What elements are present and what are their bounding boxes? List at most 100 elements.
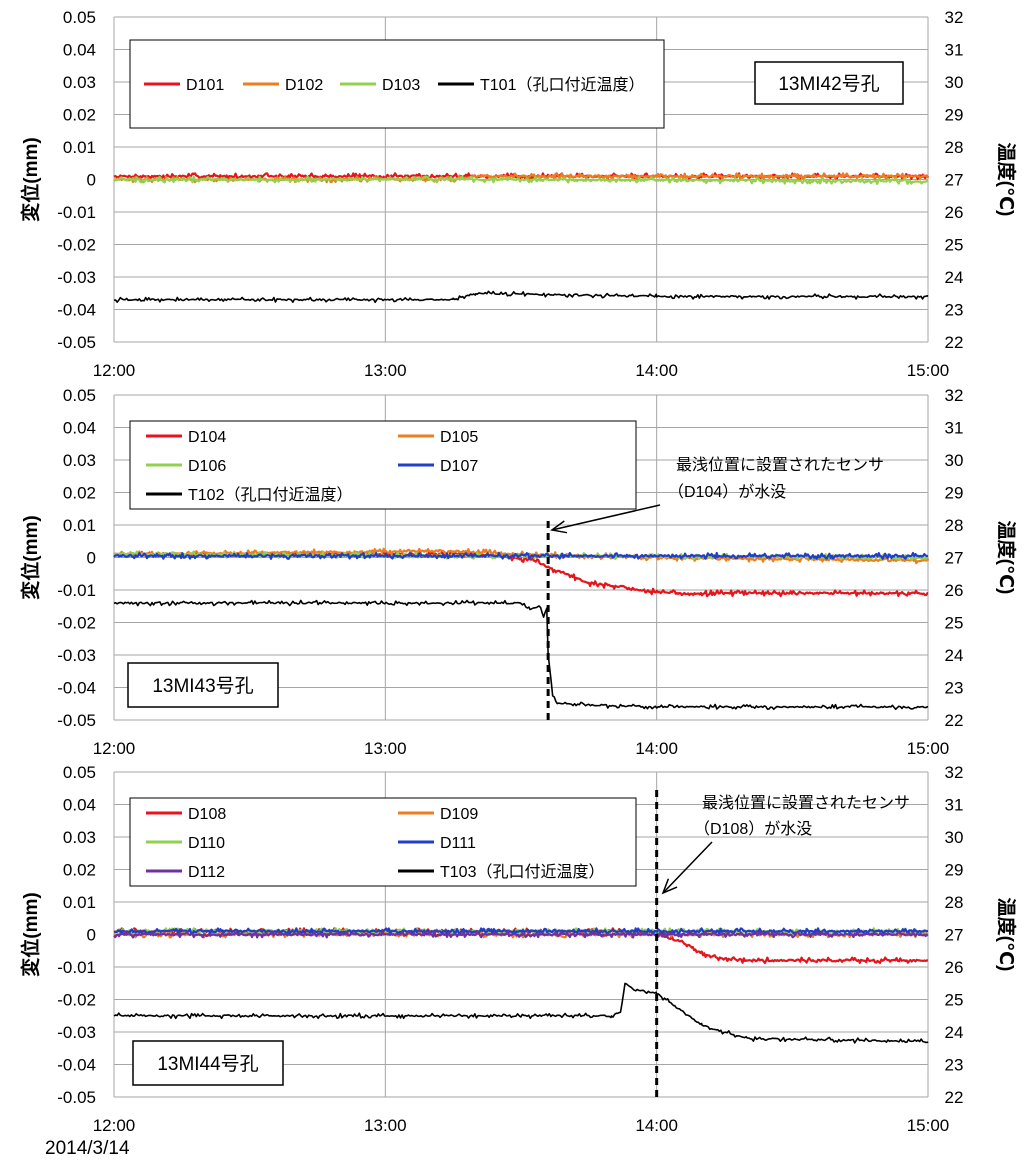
series-line-t103 — [113, 982, 929, 1044]
annotation-arrowhead — [550, 520, 568, 534]
y-tick-label: 0 — [87, 926, 96, 945]
y2-axis-label: 温度(℃) — [995, 143, 1018, 217]
y-tick-label: 0.01 — [63, 893, 96, 912]
annotation-arrowhead — [661, 878, 678, 895]
y-tick-label: 0.04 — [63, 41, 96, 60]
y-tick-label: -0.01 — [57, 958, 96, 977]
y2-tick-label: 25 — [945, 614, 964, 633]
y-tick-label: -0.03 — [57, 268, 96, 287]
x-tick-label: 12:00 — [93, 739, 136, 758]
annotation-text: 最浅位置に設置されたセンサ — [702, 794, 910, 812]
legend-box — [129, 39, 665, 129]
x-tick-label: 13:00 — [364, 361, 407, 380]
series-line-t101 — [113, 290, 929, 304]
legend-label: D112 — [188, 864, 225, 881]
y2-tick-label: 27 — [945, 549, 964, 568]
annotation-text: 最浅位置に設置されたセンサ — [676, 456, 884, 474]
y-tick-label: -0.04 — [57, 1056, 96, 1075]
borehole-title-box — [754, 61, 904, 105]
y2-axis-label: 温度(℃) — [995, 898, 1018, 972]
y-tick-label: -0.03 — [57, 1023, 96, 1042]
y-axis-label: 変位(mm) — [19, 137, 42, 221]
y2-tick-label: 29 — [945, 106, 964, 125]
series-line-d107 — [113, 551, 929, 560]
x-tick-label: 14:00 — [635, 739, 678, 758]
y2-tick-label: 26 — [945, 958, 964, 977]
legend-label: D102 — [285, 77, 323, 94]
y-tick-label: 0.04 — [63, 419, 96, 438]
y-tick-label: -0.01 — [57, 581, 96, 600]
annotation-text: （D108）が水没 — [694, 820, 812, 838]
x-tick-label: 15:00 — [907, 1116, 950, 1135]
y2-tick-label: 25 — [945, 236, 964, 255]
legend-label: D109 — [440, 806, 478, 823]
borehole-title: 13MI44号孔 — [157, 1053, 258, 1075]
legend-label: D111 — [440, 835, 476, 852]
y-tick-label: -0.05 — [57, 1088, 96, 1107]
y-tick-label: -0.04 — [57, 679, 96, 698]
y2-tick-label: 22 — [945, 1088, 964, 1107]
y2-tick-label: 26 — [945, 203, 964, 222]
y-axis-label: 変位(mm) — [19, 515, 42, 599]
y-tick-label: 0.02 — [63, 106, 96, 125]
x-tick-label: 15:00 — [907, 361, 950, 380]
legend-label: D104 — [188, 429, 226, 446]
y2-tick-label: 22 — [945, 333, 964, 352]
y-tick-label: 0.05 — [63, 386, 96, 405]
x-tick-label: 13:00 — [364, 739, 407, 758]
y-tick-label: -0.02 — [57, 236, 96, 255]
legend-label: D105 — [440, 429, 478, 446]
y-tick-label: 0.03 — [63, 73, 96, 92]
legend-label: D106 — [188, 458, 226, 475]
y-tick-label: 0.01 — [63, 138, 96, 157]
legend-box — [129, 797, 637, 887]
y2-tick-label: 32 — [945, 8, 964, 27]
y2-tick-label: 25 — [945, 991, 964, 1010]
y2-tick-label: 28 — [945, 516, 964, 535]
series-line-d111 — [113, 927, 929, 936]
borehole-title-box — [132, 1040, 284, 1086]
x-tick-label: 12:00 — [93, 1116, 136, 1135]
y2-tick-label: 28 — [945, 138, 964, 157]
borehole-title: 13MI43号孔 — [152, 675, 253, 697]
y2-tick-label: 24 — [945, 646, 964, 665]
y2-tick-label: 29 — [945, 861, 964, 880]
y2-tick-label: 24 — [945, 268, 964, 287]
chart-panel-1: 0.05 0.04 0.03 0.02 0.01 0 -0.01 -0.02 -0.03 -0.0… — [19, 8, 1018, 380]
y2-tick-label: 23 — [945, 679, 964, 698]
legend-label: D101 — [186, 77, 224, 94]
y-tick-label: 0.03 — [63, 451, 96, 470]
series-line-d105 — [113, 547, 930, 565]
x-tick-label: 15:00 — [907, 739, 950, 758]
x-tick-label: 12:00 — [93, 361, 136, 380]
borehole-title-box — [127, 662, 279, 708]
y2-tick-label: 31 — [945, 41, 964, 60]
y-tick-label: 0.02 — [63, 484, 96, 503]
y2-tick-label: 23 — [945, 301, 964, 320]
y-tick-label: 0.02 — [63, 861, 96, 880]
legend-label: T102（孔口付近温度） — [188, 486, 352, 504]
legend-box — [129, 420, 637, 510]
y2-tick-label: 23 — [945, 1056, 964, 1075]
y-tick-label: -0.02 — [57, 991, 96, 1010]
legend-label: D110 — [188, 835, 225, 852]
y2-tick-label: 30 — [945, 451, 964, 470]
footer-date: 2014/3/14 — [45, 1138, 130, 1159]
series-line-d103 — [113, 175, 929, 185]
chart-panel-2: 0.05 0.04 0.03 0.02 0.01 0 -0.01 -0.02 -0.03 -0.0… — [19, 386, 1018, 758]
legend-label: D108 — [188, 806, 226, 823]
y-tick-label: 0.04 — [63, 796, 96, 815]
y-tick-label: -0.04 — [57, 301, 96, 320]
y-tick-label: -0.05 — [57, 711, 96, 730]
y2-tick-label: 32 — [945, 763, 964, 782]
legend-label: T103（孔口付近温度） — [440, 863, 604, 881]
y2-axis-label: 温度(℃) — [995, 521, 1018, 595]
y-tick-label: 0 — [87, 549, 96, 568]
y2-tick-label: 30 — [945, 73, 964, 92]
y-tick-label: -0.03 — [57, 646, 96, 665]
y2-tick-label: 27 — [945, 926, 964, 945]
y2-tick-label: 31 — [945, 796, 964, 815]
x-tick-label: 14:00 — [635, 1116, 678, 1135]
chart-panel-3: 0.05 0.04 0.03 0.02 0.01 0 -0.01 -0.02 -0.03 -0.0… — [19, 763, 1018, 1135]
